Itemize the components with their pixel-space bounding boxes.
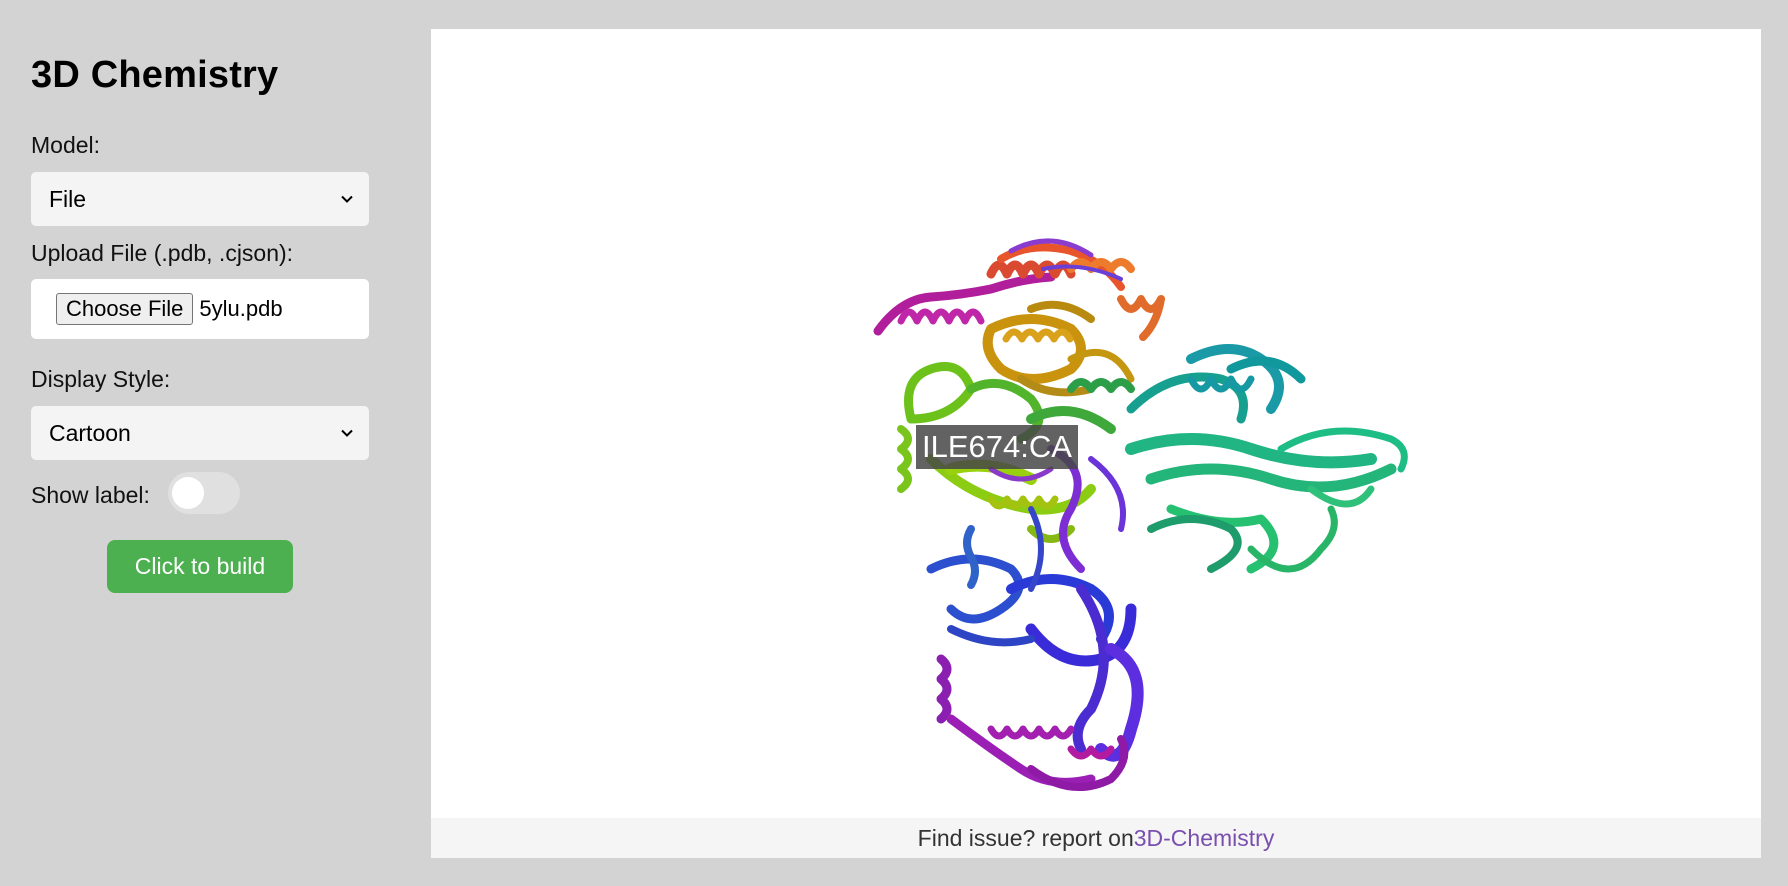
- show-label-toggle[interactable]: [168, 472, 240, 514]
- sidebar: 3D Chemistry Model: File Upload File (.p…: [0, 0, 400, 886]
- file-upload-field: Choose File 5ylu.pdb: [31, 279, 369, 339]
- show-label-label: Show label:: [31, 482, 150, 508]
- choose-file-button[interactable]: Choose File: [56, 293, 194, 325]
- display-style-label: Display Style:: [31, 366, 171, 392]
- file-name: 5ylu.pdb: [199, 296, 283, 321]
- display-style-select[interactable]: Cartoon: [31, 406, 369, 460]
- model-select-value: File: [49, 185, 87, 212]
- chevron-down-icon: [341, 429, 353, 437]
- chevron-down-icon: [341, 195, 353, 203]
- model-label: Model:: [31, 132, 101, 158]
- footer-text: Find issue? report on: [917, 825, 1134, 851]
- footer-link[interactable]: 3D-Chemistry: [1133, 825, 1275, 851]
- protein-ribbon-model: [873, 238, 1408, 791]
- atom-label: ILE674:CA: [916, 425, 1078, 469]
- upload-label: Upload File (.pdb, .cjson):: [31, 240, 294, 266]
- app-title: 3D Chemistry: [31, 54, 279, 96]
- build-button[interactable]: Click to build: [107, 540, 293, 593]
- model-select[interactable]: File: [31, 172, 369, 226]
- display-style-value: Cartoon: [49, 419, 131, 446]
- footer: Find issue? report on3D-Chemistry: [431, 818, 1761, 858]
- toggle-knob: [172, 477, 204, 509]
- molecule-viewer[interactable]: ILE674:CA Find issue? report on3D-Chemis…: [431, 29, 1761, 858]
